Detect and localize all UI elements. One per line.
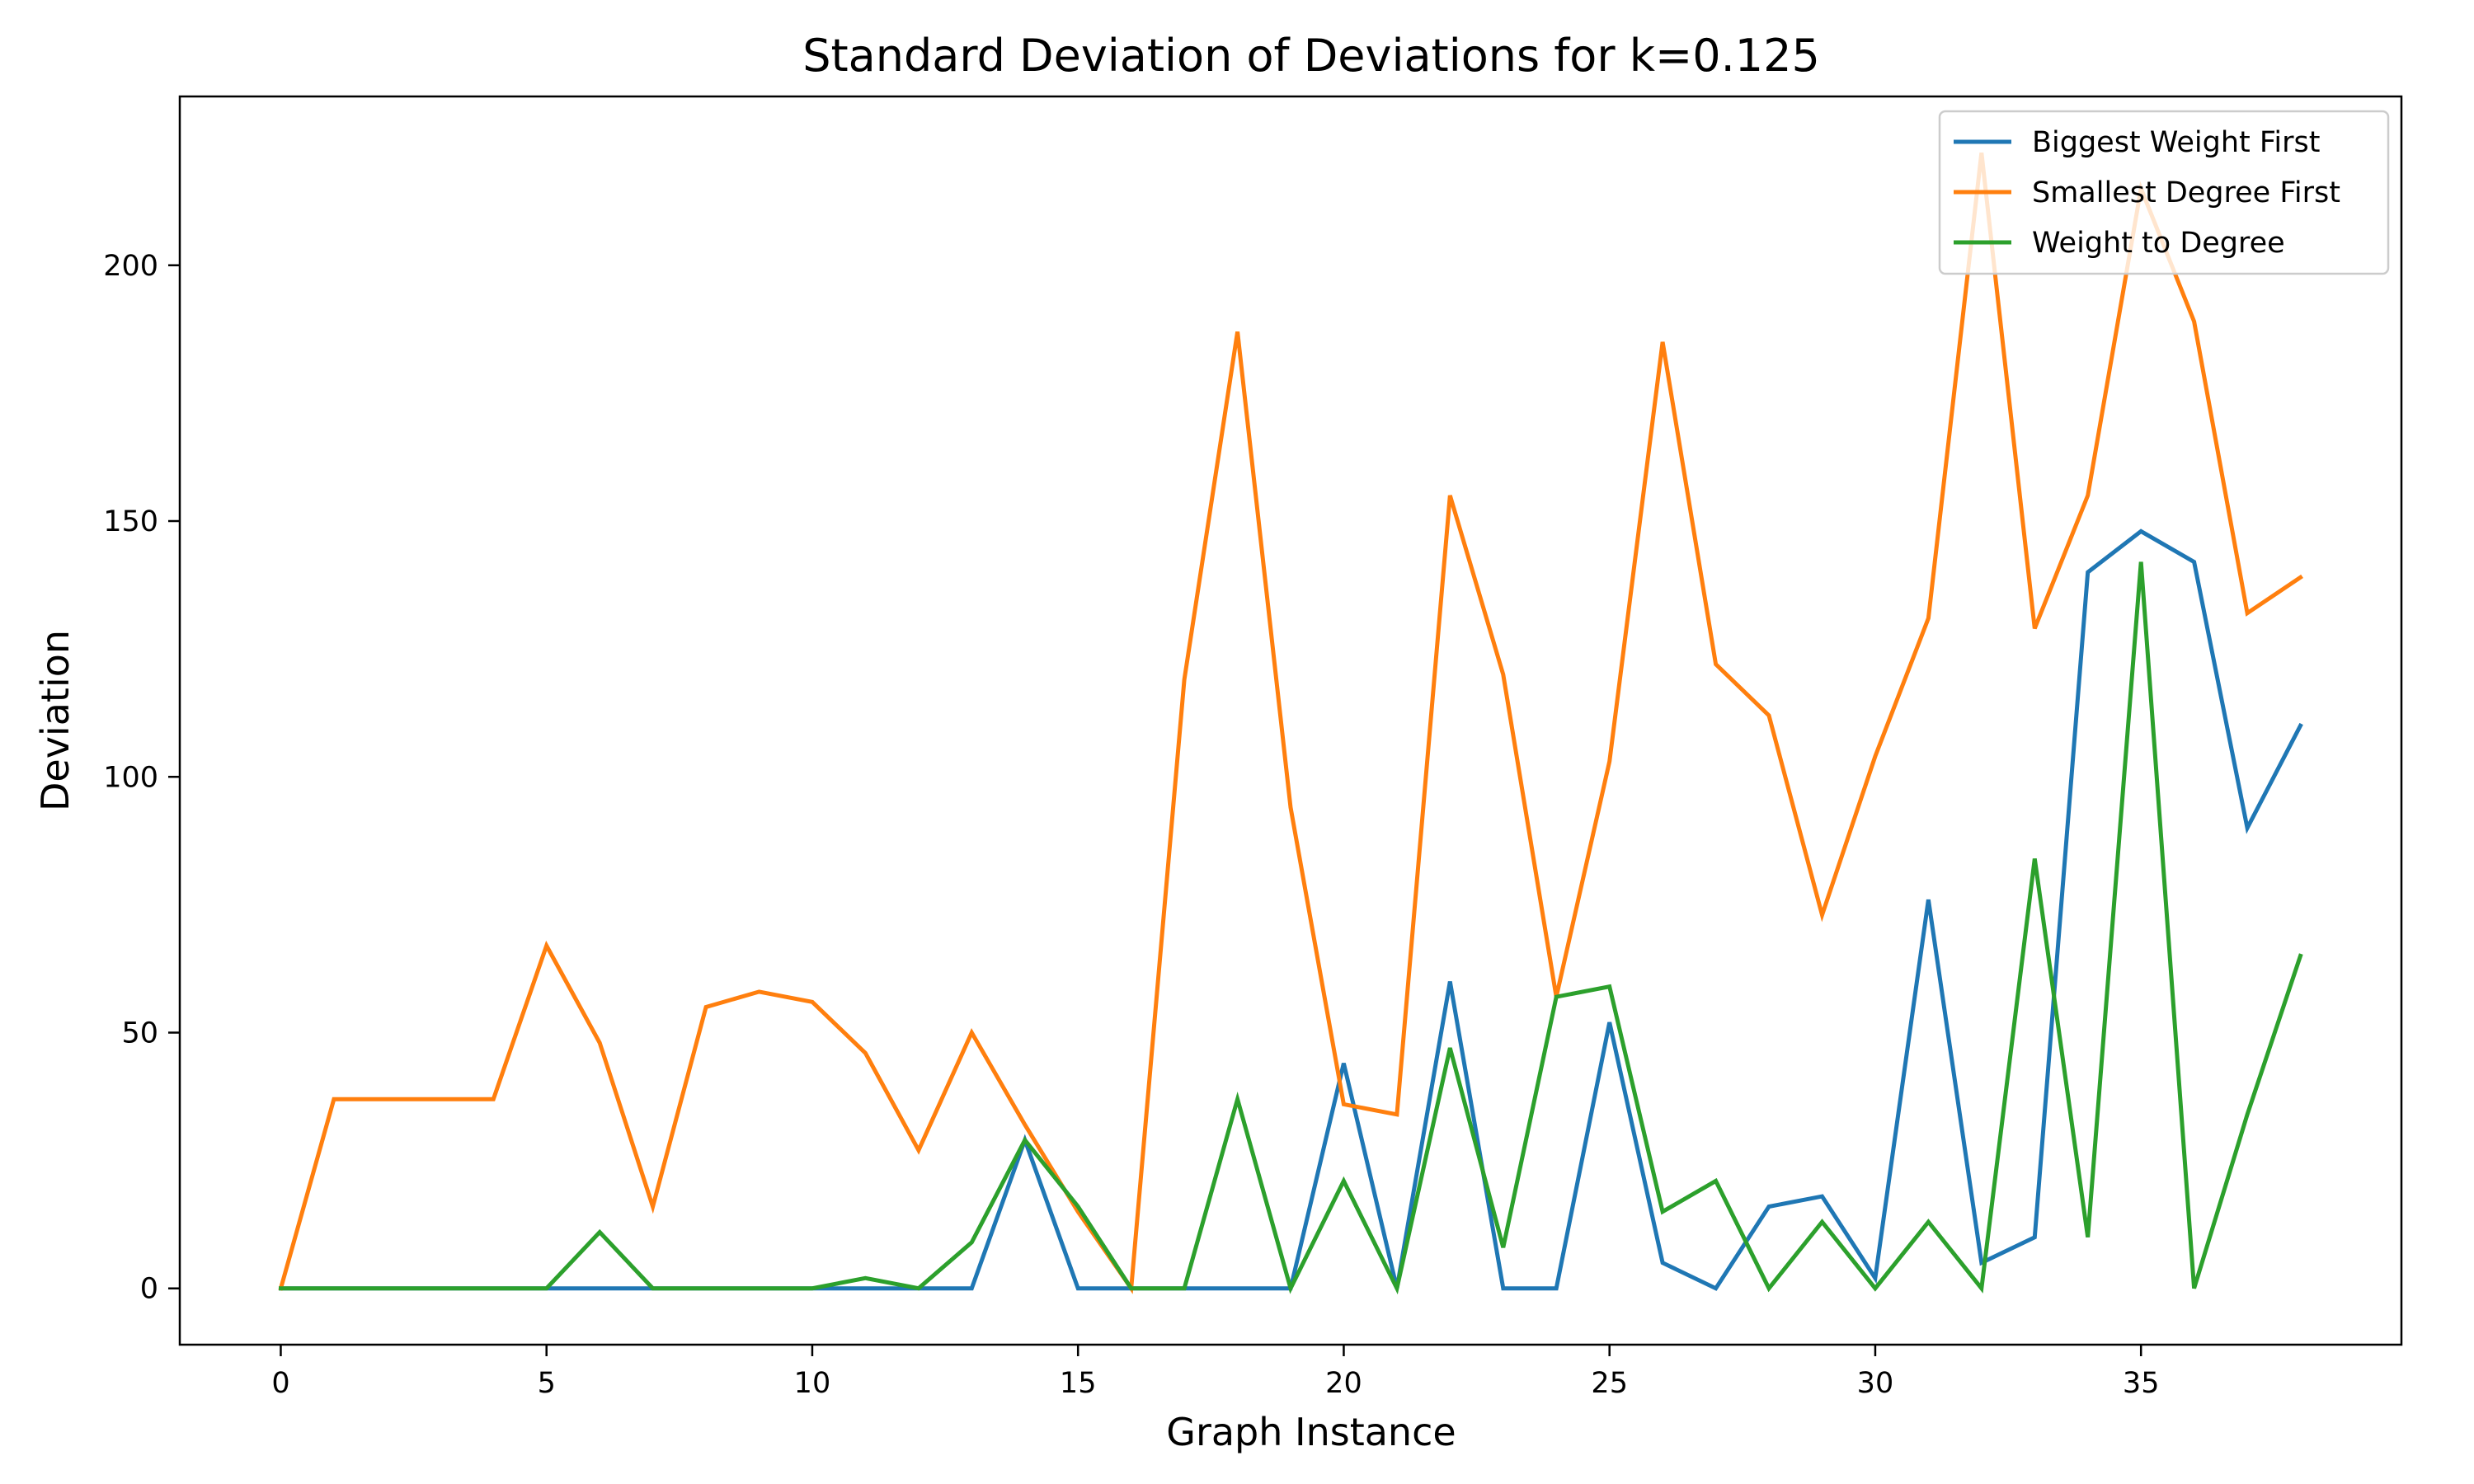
- x-tick-label: 5: [538, 1367, 556, 1400]
- x-tick-label: 25: [1591, 1367, 1628, 1400]
- y-tick-label: 200: [103, 250, 158, 283]
- x-axis: 0 5 10 15 20 25 30 35: [271, 1345, 2159, 1400]
- legend: Biggest Weight First Smallest Degree Firs…: [1938, 110, 2390, 275]
- y-axis: 0 50 100 150 200: [103, 250, 180, 1306]
- y-tick-label: 0: [140, 1273, 158, 1306]
- x-tick-label: 30: [1857, 1367, 1894, 1400]
- y-tick-label: 150: [103, 505, 158, 538]
- series-lines: [278, 153, 2303, 1295]
- x-tick-label: 10: [794, 1367, 831, 1400]
- y-axis-label: Deviation: [33, 630, 78, 811]
- legend-box: [1938, 110, 2390, 275]
- chart-title: Standard Deviation of Deviations for k=0…: [802, 30, 1820, 82]
- series-line-2: [278, 153, 2303, 1294]
- series-line-3: [279, 561, 2303, 1295]
- legend-label-2: Smallest Degree First: [2032, 176, 2340, 209]
- y-tick-label: 50: [121, 1017, 158, 1050]
- x-tick-label: 35: [2123, 1367, 2160, 1400]
- legend-label-3: Weight to Degree: [2032, 227, 2285, 260]
- y-tick-label: 100: [103, 761, 158, 794]
- x-tick-label: 0: [271, 1367, 289, 1400]
- x-tick-label: 15: [1060, 1367, 1097, 1400]
- x-tick-label: 20: [1325, 1367, 1362, 1400]
- plot-frame: [178, 95, 2403, 1346]
- legend-label-1: Biggest Weight First: [2032, 126, 2321, 159]
- x-axis-label: Graph Instance: [1166, 1410, 1456, 1454]
